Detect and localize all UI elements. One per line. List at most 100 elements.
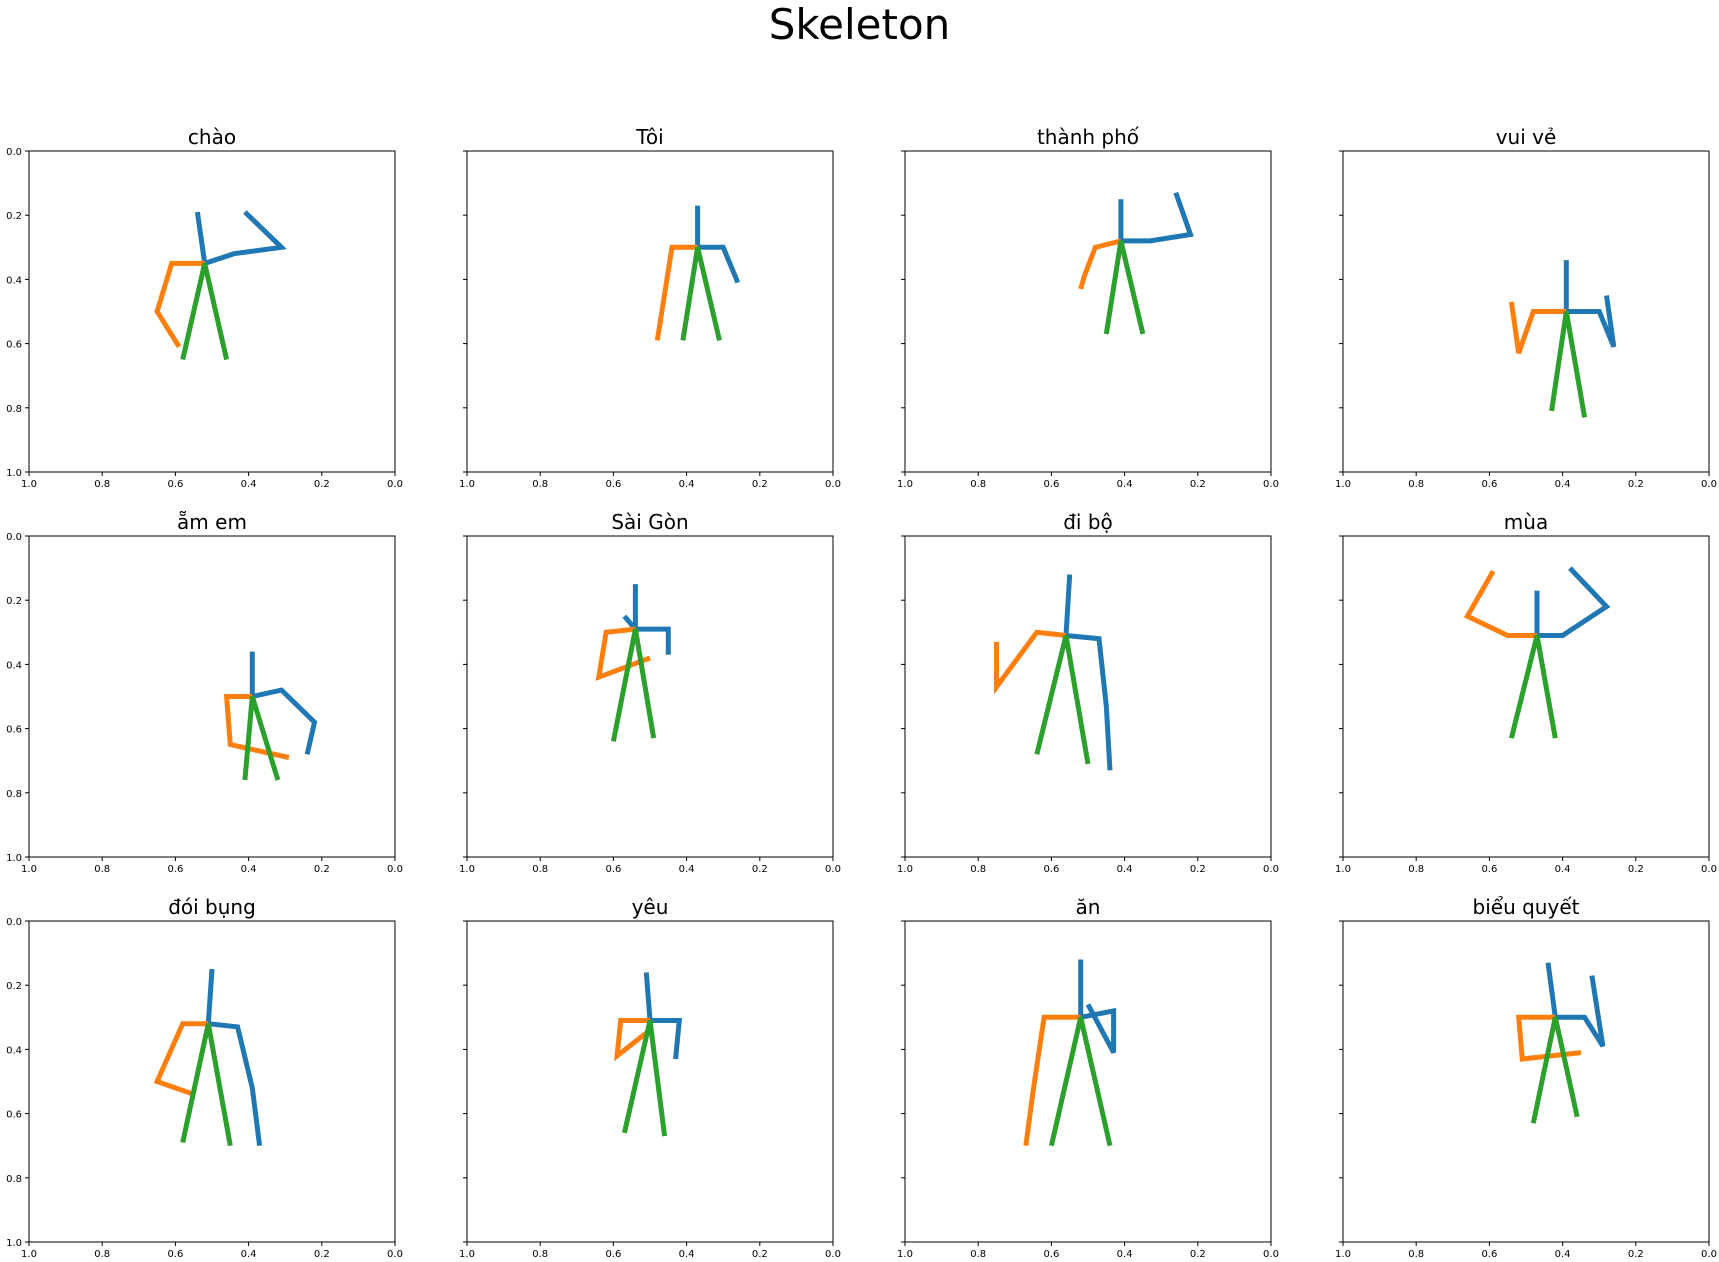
x-tick-label: 1.0 [897, 1249, 913, 1260]
x-tick-label: 1.0 [21, 479, 37, 490]
skeleton-line-2 [153, 1021, 209, 1097]
y-tick-label: 1.0 [6, 1238, 22, 1249]
x-tick-label: 0.4 [241, 1249, 257, 1260]
x-tick-label: 0.8 [532, 1249, 548, 1260]
x-tick-label: 0.4 [241, 479, 257, 490]
x-tick-label: 1.0 [897, 479, 913, 490]
skeleton-line-1 [632, 584, 671, 655]
x-tick-label: 0.4 [241, 864, 257, 875]
x-tick-label: 0.4 [679, 479, 695, 490]
y-tick-label: 1.0 [6, 853, 22, 864]
x-tick-label: 0.8 [94, 1249, 110, 1260]
x-tick-label: 0.0 [1263, 1249, 1279, 1260]
y-tick-label: 1.0 [6, 468, 22, 479]
y-tick-label: 0.6 [6, 725, 22, 736]
skeleton-line-2 [1508, 301, 1567, 355]
x-tick-label: 1.0 [1335, 479, 1351, 490]
x-tick-label: 0.2 [1628, 479, 1644, 490]
skeleton-line-3 [680, 246, 722, 341]
subplot-title: yêu [632, 895, 669, 919]
skeleton-line-3 [1549, 311, 1588, 418]
x-tick-label: 0.0 [825, 1249, 841, 1260]
skeleton-line-3 [1508, 634, 1558, 739]
subplot-4: vui vẻ 1.0 0.8 0.6 0.4 0.2 0.0 [1335, 125, 1717, 490]
x-tick-label: 1.0 [459, 864, 475, 875]
skeleton-line-2 [1078, 238, 1122, 290]
axes-frame [1342, 150, 1710, 473]
x-tick-label: 0.6 [605, 479, 621, 490]
y-tick-label: 0.6 [6, 1110, 22, 1121]
x-tick-label: 0.0 [387, 864, 403, 875]
skeleton-line-1 [1563, 260, 1617, 348]
skeleton-line-3 [1048, 1016, 1113, 1147]
x-tick-label: 0.2 [1190, 864, 1206, 875]
figure-title: Skeleton [768, 0, 951, 49]
skeleton-line-3 [595, 626, 651, 682]
x-tick-label: 0.2 [1628, 1249, 1644, 1260]
axes-frame [466, 150, 834, 473]
subplot-title: đói bụng [168, 895, 256, 919]
x-tick-label: 0.2 [314, 479, 330, 490]
skeleton-line-1 [205, 968, 263, 1147]
subplot-3: thành phố 1.0 0.8 0.6 0.4 0.2 0.0 [897, 125, 1279, 490]
x-tick-label: 0.4 [1555, 864, 1571, 875]
skeleton-line-3 [180, 1023, 233, 1147]
skeleton-line-1 [695, 205, 741, 284]
x-tick-label: 0.4 [1117, 864, 1133, 875]
x-tick-label: 0.4 [1555, 479, 1571, 490]
y-tick-label: 0.8 [6, 404, 22, 415]
y-tick-label: 0.4 [6, 660, 22, 671]
x-tick-label: 0.8 [970, 1249, 986, 1260]
axes-frame [1342, 920, 1710, 1243]
x-tick-label: 0.2 [1190, 1249, 1206, 1260]
subplot-title: chào [188, 125, 236, 149]
subplot-title: Tôi [635, 125, 663, 149]
x-tick-label: 0.6 [167, 864, 183, 875]
subplot-title: vui vẻ [1496, 125, 1557, 149]
x-tick-label: 0.2 [752, 864, 768, 875]
x-tick-label: 0.8 [1408, 1249, 1424, 1260]
y-tick-label: 0.8 [6, 789, 22, 800]
subplot-5: ẵm em 1.0 0.8 0.6 0.4 0.2 0.0 0.0 0.2 0.4 0.6 0.8 1.… [6, 510, 403, 875]
axes-frame [466, 535, 834, 858]
skeleton-line-2 [614, 1018, 652, 1062]
x-tick-label: 0.8 [532, 864, 548, 875]
subplot-title: thành phố [1037, 125, 1140, 149]
y-tick-label: 0.4 [6, 1045, 22, 1056]
skeleton-line-3 [180, 262, 230, 361]
subplot-title: đi bộ [1063, 510, 1113, 534]
x-tick-label: 0.6 [1481, 864, 1497, 875]
x-tick-label: 0.8 [94, 479, 110, 490]
axes-frame [28, 150, 396, 473]
axes-frame [28, 535, 396, 858]
x-tick-label: 1.0 [21, 1249, 37, 1260]
x-tick-label: 0.0 [1701, 1249, 1717, 1260]
subplot-7: đi bộ 1.0 0.8 0.6 0.4 0.2 0.0 [897, 510, 1279, 875]
x-tick-label: 0.2 [314, 864, 330, 875]
x-tick-label: 0.0 [1701, 479, 1717, 490]
x-tick-label: 1.0 [459, 479, 475, 490]
x-tick-label: 0.0 [387, 1249, 403, 1260]
skeleton-line-2 [1515, 1014, 1582, 1062]
x-tick-label: 0.4 [1117, 1249, 1133, 1260]
x-tick-label: 0.4 [679, 1249, 695, 1260]
y-tick-label: 0.6 [6, 340, 22, 351]
x-tick-label: 0.8 [532, 479, 548, 490]
skeleton-line-1 [643, 972, 683, 1060]
skeleton-line-1 [194, 210, 287, 267]
y-tick-label: 0.0 [6, 917, 22, 928]
skeleton-line-1 [1118, 191, 1194, 244]
x-tick-label: 0.0 [825, 864, 841, 875]
subplot-6: Sài Gòn 1.0 0.8 0.6 0.4 0.2 0.0 [459, 510, 841, 875]
x-tick-label: 0.6 [605, 1249, 621, 1260]
skeleton-line-3 [621, 1019, 668, 1137]
x-tick-label: 0.6 [1481, 1249, 1497, 1260]
skeleton-line-1 [1063, 574, 1113, 771]
x-tick-label: 0.8 [970, 864, 986, 875]
skeleton-line-3 [1103, 240, 1146, 335]
subplot-2: Tôi 1.0 0.8 0.6 0.4 0.2 0.0 [459, 125, 841, 490]
skeleton-line-1 [1534, 566, 1611, 638]
subplot-1: chào 1.0 0.8 0.6 0.4 0.2 0.0 0.0 0.2 0.4 0.6 0.8 1.0 [6, 125, 403, 490]
axes-frame [466, 920, 834, 1243]
x-tick-label: 0.2 [1628, 864, 1644, 875]
